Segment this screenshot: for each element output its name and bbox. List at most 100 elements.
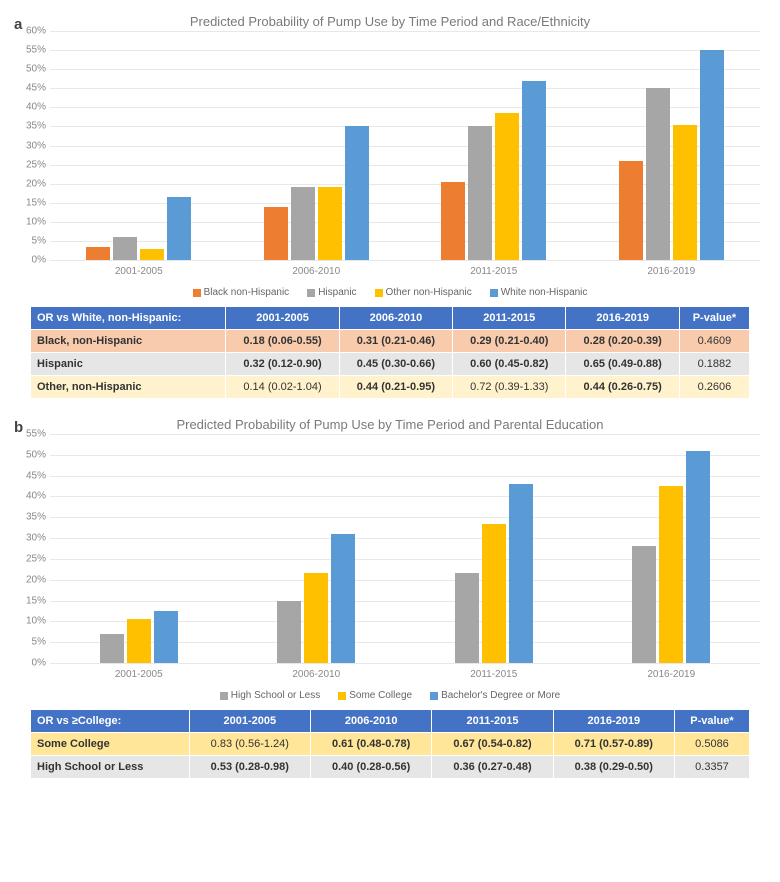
y-tick-label: 25%: [16, 159, 46, 170]
legend-label: White non-Hispanic: [501, 287, 588, 298]
bar-group: [583, 434, 761, 663]
table-cell: 0.67 (0.54-0.82): [432, 733, 553, 756]
bar-group: [50, 31, 228, 260]
bar: [522, 81, 546, 260]
x-tick-label: 2016-2019: [583, 666, 761, 684]
y-tick-label: 10%: [16, 216, 46, 227]
bar: [331, 534, 355, 663]
table-header-cell: 2001-2005: [189, 710, 310, 733]
bar-group: [228, 434, 406, 663]
legend-swatch: [220, 692, 228, 700]
bar: [632, 546, 656, 663]
table-cell: 0.5086: [674, 733, 749, 756]
bar: [154, 611, 178, 663]
table-cell: 0.4609: [679, 330, 749, 353]
table-row: Black, non-Hispanic0.18 (0.06-0.55)0.31 …: [31, 330, 750, 353]
y-tick-label: 20%: [16, 574, 46, 585]
table-cell: 0.3357: [674, 756, 749, 779]
legend-label: Hispanic: [318, 287, 356, 298]
y-tick-label: 0%: [16, 255, 46, 266]
table-cell: 0.83 (0.56-1.24): [189, 733, 310, 756]
y-tick-label: 30%: [16, 140, 46, 151]
legend-label: Some College: [349, 690, 412, 701]
bar: [167, 197, 191, 260]
y-tick-label: 60%: [16, 26, 46, 37]
table-cell: 0.53 (0.28-0.98): [189, 756, 310, 779]
legend-label: High School or Less: [231, 690, 321, 701]
table-header-cell: 2001-2005: [226, 307, 339, 330]
bar-group: [228, 31, 406, 260]
panel-b-legend: High School or Less Some College Bachelor'…: [10, 690, 770, 701]
table-cell: 0.65 (0.49-0.88): [566, 353, 679, 376]
y-tick-label: 50%: [16, 449, 46, 460]
table-header-cell: OR vs White, non-Hispanic:: [31, 307, 226, 330]
y-tick-label: 40%: [16, 102, 46, 113]
y-tick-label: 25%: [16, 553, 46, 564]
bar: [468, 126, 492, 260]
table-row-label: Some College: [31, 733, 190, 756]
table-header-cell: 2016-2019: [553, 710, 674, 733]
table-cell: 0.28 (0.20-0.39): [566, 330, 679, 353]
panel-b-table: OR vs ≥College:2001-20052006-20102011-20…: [30, 709, 750, 779]
bar: [673, 125, 697, 260]
table-cell: 0.32 (0.12-0.90): [226, 353, 339, 376]
x-tick-label: 2006-2010: [228, 666, 406, 684]
table-cell: 0.14 (0.02-1.04): [226, 376, 339, 399]
x-tick-label: 2016-2019: [583, 263, 761, 281]
x-tick-label: 2006-2010: [228, 263, 406, 281]
panel-a-chart: 0%5%10%15%20%25%30%35%40%45%50%55%60% 20…: [50, 31, 760, 281]
y-tick-label: 15%: [16, 595, 46, 606]
legend-item: White non-Hispanic: [490, 287, 588, 298]
table-row: Hispanic0.32 (0.12-0.90)0.45 (0.30-0.66)…: [31, 353, 750, 376]
table-row-label: Black, non-Hispanic: [31, 330, 226, 353]
table-cell: 0.60 (0.45-0.82): [453, 353, 566, 376]
bar: [318, 187, 342, 260]
bar: [345, 126, 369, 260]
table-row-label: Hispanic: [31, 353, 226, 376]
gridline: [50, 260, 760, 261]
y-tick-label: 20%: [16, 178, 46, 189]
table-header-cell: 2006-2010: [310, 710, 431, 733]
table-row-label: High School or Less: [31, 756, 190, 779]
legend-swatch: [307, 289, 315, 297]
bar: [482, 524, 506, 663]
table-row-label: Other, non-Hispanic: [31, 376, 226, 399]
legend-item: Hispanic: [307, 287, 356, 298]
y-tick-label: 50%: [16, 64, 46, 75]
x-tick-label: 2011-2015: [405, 263, 583, 281]
bar-group: [405, 434, 583, 663]
legend-label: Other non-Hispanic: [386, 287, 472, 298]
bar: [277, 601, 301, 663]
legend-label: Bachelor's Degree or More: [441, 690, 560, 701]
bar: [495, 113, 519, 260]
table-row: Other, non-Hispanic0.14 (0.02-1.04)0.44 …: [31, 376, 750, 399]
legend-item: High School or Less: [220, 690, 321, 701]
panel-b-chart: 0%5%10%15%20%25%30%35%40%45%50%55% 2001-…: [50, 434, 760, 684]
y-tick-label: 45%: [16, 83, 46, 94]
table-cell: 0.44 (0.26-0.75): [566, 376, 679, 399]
table-header-cell: P-value*: [674, 710, 749, 733]
bar: [619, 161, 643, 260]
table-header-cell: P-value*: [679, 307, 749, 330]
panel-a: a Predicted Probability of Pump Use by T…: [10, 14, 770, 399]
table-header-cell: 2016-2019: [566, 307, 679, 330]
table-cell: 0.31 (0.21-0.46): [339, 330, 452, 353]
table-cell: 0.45 (0.30-0.66): [339, 353, 452, 376]
y-tick-label: 55%: [16, 45, 46, 56]
y-tick-label: 5%: [16, 235, 46, 246]
bar: [264, 207, 288, 260]
table-header-cell: 2011-2015: [453, 307, 566, 330]
bar: [140, 249, 164, 260]
y-tick-label: 30%: [16, 533, 46, 544]
table-cell: 0.1882: [679, 353, 749, 376]
y-tick-label: 55%: [16, 429, 46, 440]
legend-item: Bachelor's Degree or More: [430, 690, 560, 701]
table-header-cell: 2011-2015: [432, 710, 553, 733]
legend-item: Black non-Hispanic: [193, 287, 290, 298]
table-cell: 0.44 (0.21-0.95): [339, 376, 452, 399]
x-tick-label: 2011-2015: [405, 666, 583, 684]
y-tick-label: 5%: [16, 637, 46, 648]
table-row: High School or Less0.53 (0.28-0.98)0.40 …: [31, 756, 750, 779]
panel-a-title: Predicted Probability of Pump Use by Tim…: [10, 14, 770, 29]
legend-swatch: [375, 289, 383, 297]
